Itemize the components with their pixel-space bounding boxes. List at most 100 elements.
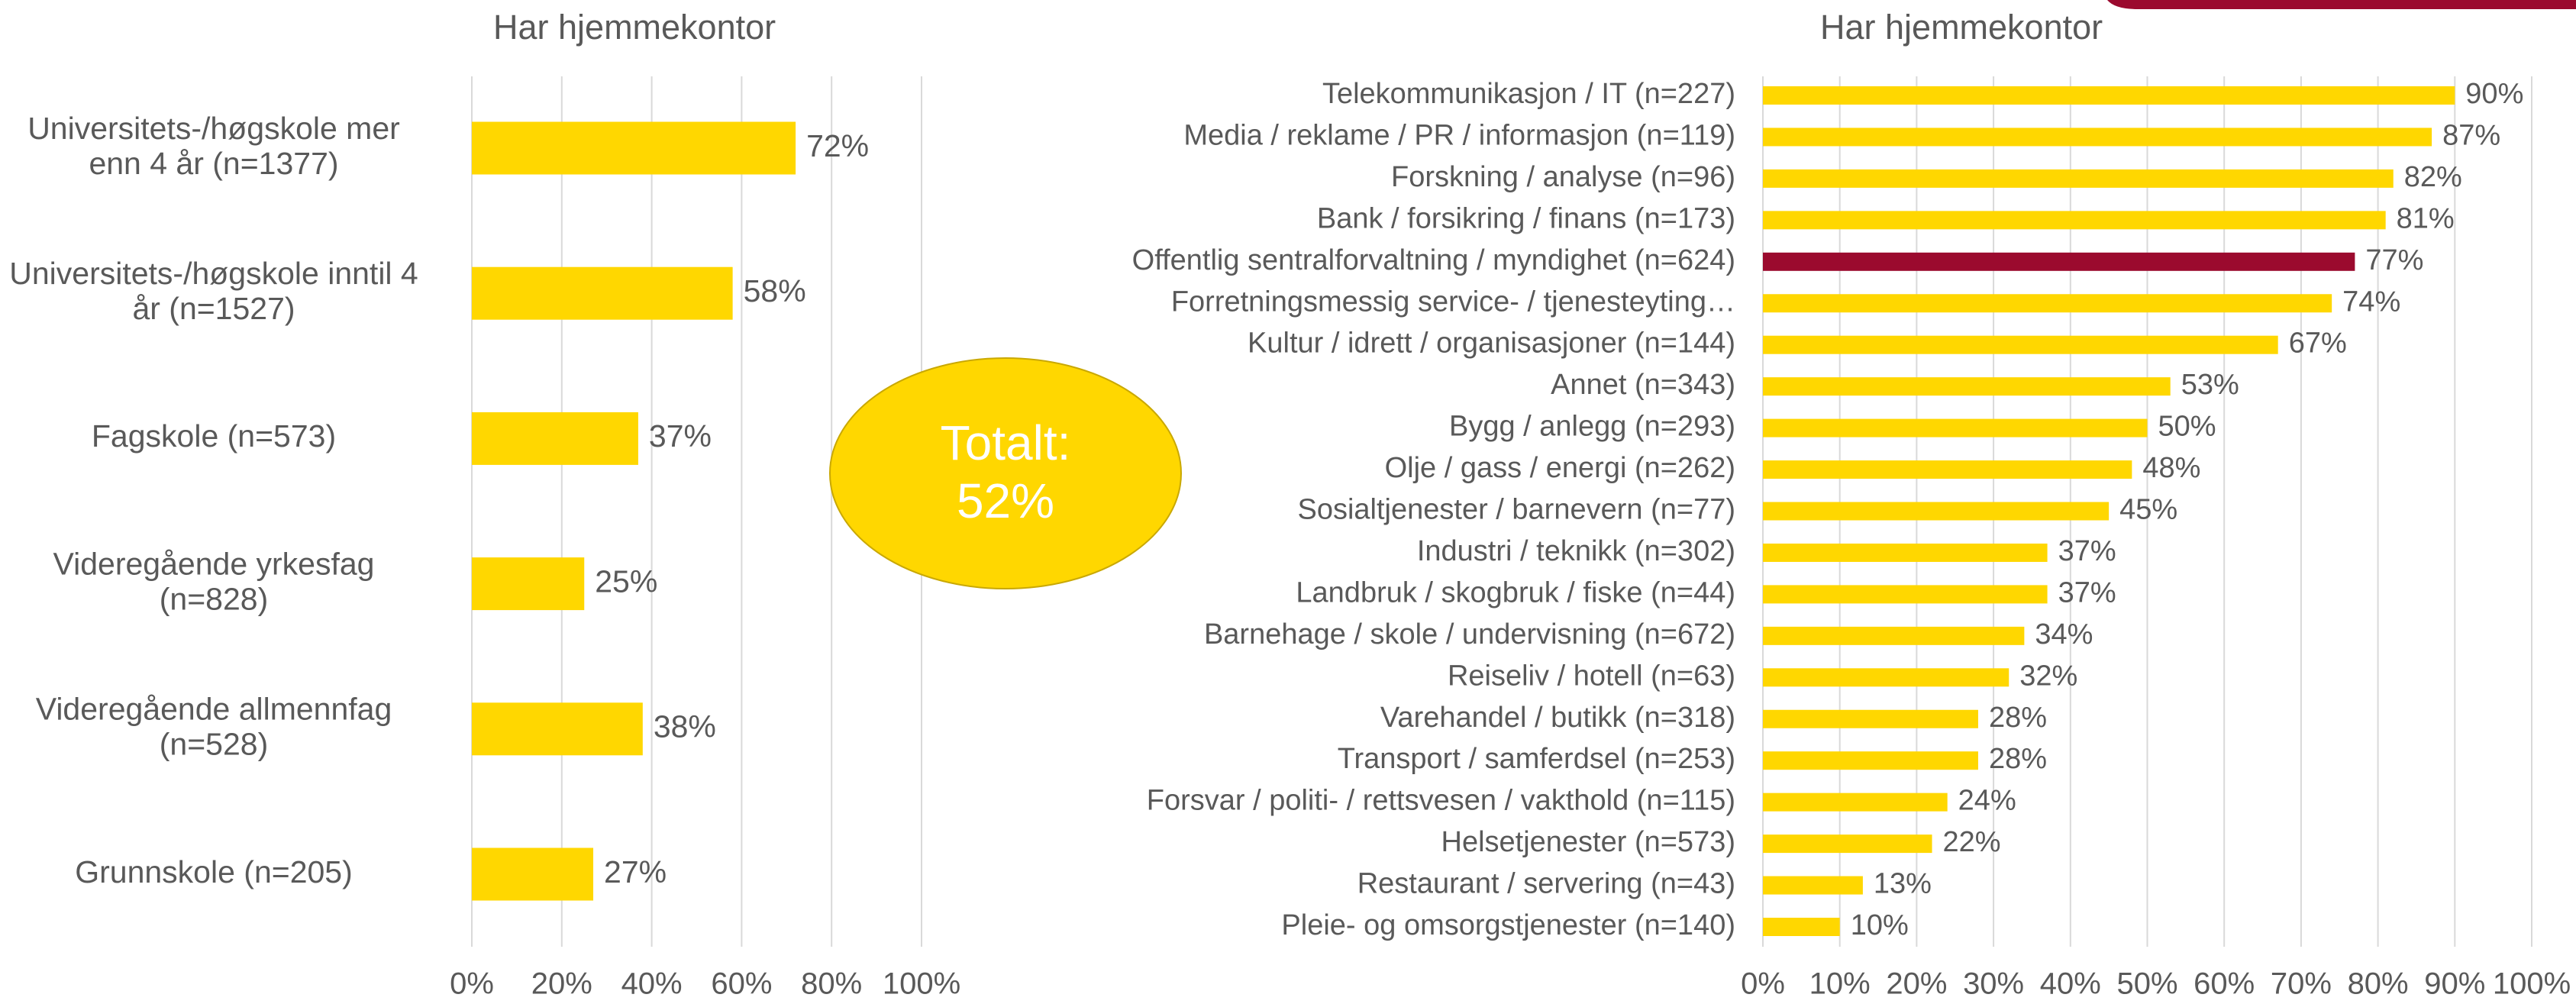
bar [1763, 876, 1863, 895]
category-label: Forskning / analyse (n=96) [1391, 161, 1735, 193]
value-label: 38% [654, 709, 716, 744]
value-label: 90% [2465, 78, 2523, 110]
bar [472, 557, 585, 611]
category-label: Media / reklame / PR / informasjon (n=11… [1183, 119, 1735, 151]
bar [1763, 418, 2148, 437]
x-tick-label: 20% [1886, 967, 1947, 1000]
value-label: 34% [2035, 618, 2093, 651]
value-label: 37% [2058, 535, 2116, 567]
value-label: 87% [2442, 119, 2500, 151]
bar [1763, 668, 2009, 687]
category-label: år (n=1527) [132, 291, 295, 326]
category-label: Pleie- og omsorgstjenester (n=140) [1281, 909, 1735, 941]
x-tick-label: 100% [883, 967, 960, 1000]
category-label: enn 4 år (n=1377) [89, 146, 338, 181]
value-label: 22% [1943, 826, 2001, 858]
bar [472, 847, 594, 901]
bar [1763, 502, 2110, 521]
category-label: Telekommunikasjon / IT (n=227) [1322, 78, 1735, 110]
value-label: 32% [2019, 660, 2077, 692]
total-text: 52% [957, 473, 1054, 528]
bar [1763, 460, 2132, 479]
category-label: Sosialtjenester / barnevern (n=77) [1298, 494, 1736, 526]
x-tick-label: 80% [801, 967, 862, 1000]
x-tick-label: 100% [2493, 967, 2571, 1000]
category-label: (n=528) [160, 727, 268, 762]
bar [1763, 294, 2332, 313]
x-tick-label: 10% [1809, 967, 1871, 1000]
bar [1763, 709, 1978, 728]
total-text: Totalt: [941, 415, 1071, 470]
bar [1763, 211, 2386, 230]
category-label: Universitets-/høgskole inntil 4 [9, 256, 418, 291]
category-label: Barnehage / skole / undervisning (n=672) [1204, 618, 1735, 651]
bar [1763, 543, 2048, 562]
category-label: Transport / samferdsel (n=253) [1338, 743, 1735, 775]
bar [1763, 751, 1978, 770]
value-label: 37% [2058, 576, 2116, 609]
total-bubble [829, 357, 1182, 589]
x-tick-label: 80% [2348, 967, 2409, 1000]
x-tick-label: 40% [621, 967, 683, 1000]
chart-title: Har hjemmekontor [493, 8, 776, 47]
category-label: Fagskole (n=573) [92, 418, 336, 454]
value-label: 45% [2119, 494, 2177, 526]
value-label: 24% [1958, 785, 2016, 817]
category-label: Varehandel / butikk (n=318) [1380, 702, 1735, 734]
x-tick-label: 20% [531, 967, 592, 1000]
corner-decoration [2107, 0, 2576, 9]
bar [1763, 128, 2432, 147]
category-label: Restaurant / servering (n=43) [1357, 868, 1735, 900]
category-label: Reiseliv / hotell (n=63) [1448, 660, 1735, 692]
value-label: 28% [1989, 743, 2047, 775]
value-label: 77% [2365, 244, 2423, 276]
value-label: 13% [1874, 868, 1932, 900]
x-tick-label: 60% [2193, 967, 2255, 1000]
value-label: 82% [2404, 161, 2462, 193]
value-label: 25% [595, 563, 657, 599]
category-label: Videregående yrkesfag [53, 546, 375, 581]
category-label: Universitets-/høgskole mer [27, 111, 400, 146]
bar [472, 412, 638, 465]
value-label: 27% [604, 854, 667, 889]
category-label: Forretningsmessig service- / tjenesteyti… [1171, 286, 1735, 318]
category-label: Helsetjenester (n=573) [1441, 826, 1736, 858]
value-label: 10% [1851, 909, 1909, 941]
category-label: Annet (n=343) [1551, 369, 1735, 401]
bar [1763, 626, 2025, 645]
x-tick-label: 30% [1963, 967, 2024, 1000]
value-label: 72% [806, 128, 869, 163]
bar [1763, 169, 2394, 188]
category-label: Bank / forsikring / finans (n=173) [1317, 202, 1735, 234]
bar [472, 121, 796, 175]
category-label: Olje / gass / energi (n=262) [1385, 452, 1735, 484]
bar [1763, 335, 2278, 354]
bar [1763, 835, 1932, 854]
x-tick-label: 60% [711, 967, 772, 1000]
value-label: 37% [649, 418, 712, 454]
x-tick-label: 40% [2040, 967, 2101, 1000]
value-label: 58% [744, 273, 806, 308]
category-label: Landbruk / skogbruk / fiske (n=44) [1296, 576, 1735, 609]
bar [472, 702, 643, 756]
category-label: (n=828) [160, 581, 268, 616]
category-label: Kultur / idrett / organisasjoner (n=144) [1248, 328, 1735, 360]
bar [1763, 585, 2048, 604]
x-tick-label: 50% [2116, 967, 2177, 1000]
value-label: 81% [2397, 202, 2455, 234]
bar [1763, 918, 1840, 936]
bar [1763, 377, 2171, 396]
value-label: 28% [1989, 702, 2047, 734]
x-tick-label: 70% [2271, 967, 2332, 1000]
value-label: 74% [2342, 286, 2400, 318]
bar [472, 266, 733, 320]
value-label: 53% [2181, 369, 2239, 401]
value-label: 48% [2142, 452, 2200, 484]
category-label: Grunnskole (n=205) [75, 854, 353, 889]
category-label: Offentlig sentralforvaltning / myndighet… [1132, 244, 1735, 276]
value-label: 67% [2289, 328, 2347, 360]
bar [1763, 793, 1948, 812]
bar [1763, 86, 2455, 105]
category-label: Videregående allmennfag [36, 692, 392, 727]
